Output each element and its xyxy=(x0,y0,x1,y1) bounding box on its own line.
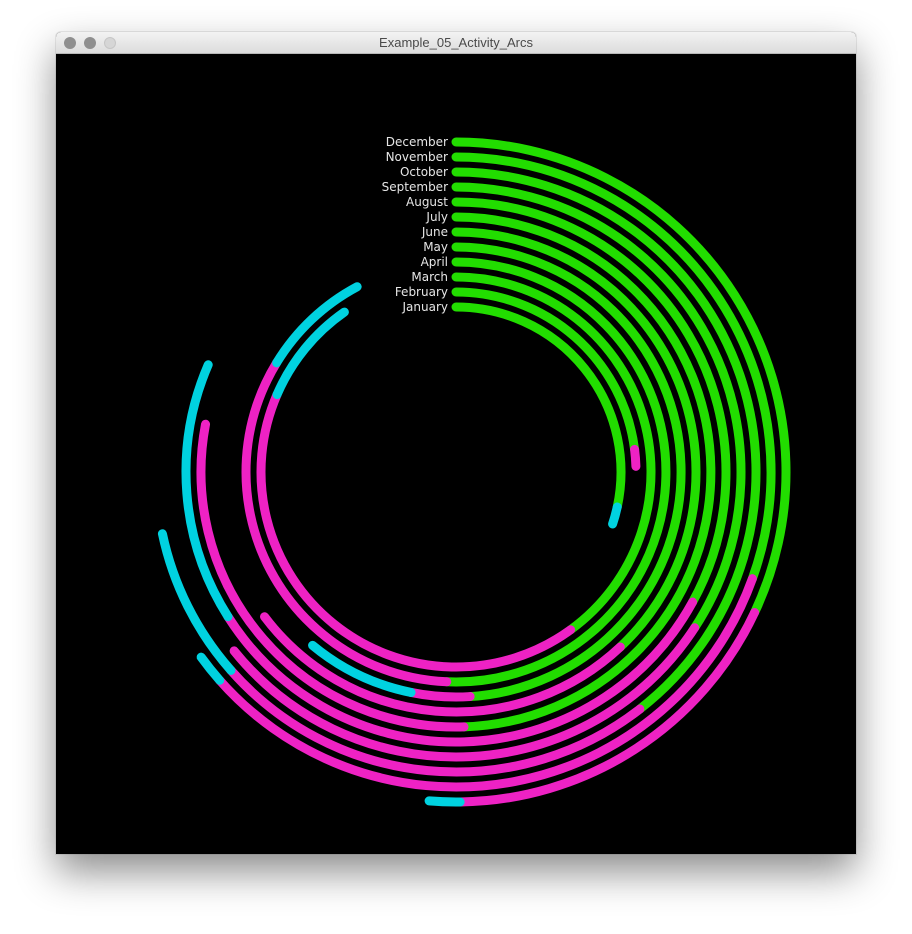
month-label-december: December xyxy=(386,135,448,149)
arc-june-green-0 xyxy=(451,227,701,652)
month-label-february: February xyxy=(395,285,448,299)
arc-december-magenta-1 xyxy=(455,608,760,807)
arc-november-magenta-1 xyxy=(215,574,757,792)
arc-october-cyan-2 xyxy=(157,529,236,675)
arc-october-green-0 xyxy=(451,167,761,714)
arc-april-green-0 xyxy=(442,257,671,687)
arc-march-green-0 xyxy=(451,272,656,635)
month-label-september: September xyxy=(382,180,448,194)
arc-december-cyan-2 xyxy=(424,796,465,807)
month-label-march: March xyxy=(411,270,448,284)
arc-march-magenta-1 xyxy=(256,390,576,672)
arc-january-cyan-1 xyxy=(608,502,622,529)
arc-july-green-0 xyxy=(451,212,716,732)
app-window: Example_05_Activity_Arcs January February… xyxy=(56,32,856,854)
arc-june-magenta-1 xyxy=(260,612,625,717)
arc-december-green-0 xyxy=(451,137,791,618)
arc-september-magenta-1 xyxy=(229,623,700,762)
close-window-button[interactable] xyxy=(64,37,76,49)
activity-arcs-chart: JanuaryFebruaryMarchAprilMayJuneJulyAugu… xyxy=(157,135,791,807)
arc-november-green-0 xyxy=(451,152,776,584)
arc-january-green-0 xyxy=(451,302,626,512)
month-label-january: January xyxy=(402,300,449,314)
arc-may-magenta-1 xyxy=(406,687,475,702)
arc-august-green-0 xyxy=(451,197,731,607)
activity-arcs-canvas: January February March April May June July Augu… xyxy=(56,54,856,854)
arc-september-green-0 xyxy=(451,182,746,633)
month-label-july: July xyxy=(425,210,448,224)
arc-february-magenta-1 xyxy=(630,444,641,471)
arc-october-magenta-1 xyxy=(226,665,645,777)
month-label-august: August xyxy=(406,195,448,209)
month-label-october: October xyxy=(400,165,448,179)
arc-august-cyan-2 xyxy=(181,360,233,622)
arc-july-magenta-1 xyxy=(196,419,469,732)
month-label-june: June xyxy=(421,225,448,239)
arc-may-green-0 xyxy=(451,242,686,702)
arc-august-magenta-1 xyxy=(223,597,698,747)
window-title: Example_05_Activity_Arcs xyxy=(379,35,533,50)
minimize-window-button[interactable] xyxy=(84,37,96,49)
arc-november-cyan-2 xyxy=(196,652,225,685)
month-label-november: November xyxy=(386,150,448,164)
month-label-may: May xyxy=(423,240,448,254)
arc-may-cyan-2 xyxy=(308,640,416,697)
zoom-window-button[interactable] xyxy=(104,37,116,49)
arc-february-green-0 xyxy=(451,287,640,454)
title-bar[interactable]: Example_05_Activity_Arcs xyxy=(56,32,856,54)
arc-april-magenta-1 xyxy=(241,358,452,687)
arc-april-cyan-2 xyxy=(272,282,362,368)
month-label-april: April xyxy=(421,255,448,269)
arc-march-cyan-2 xyxy=(272,307,349,400)
